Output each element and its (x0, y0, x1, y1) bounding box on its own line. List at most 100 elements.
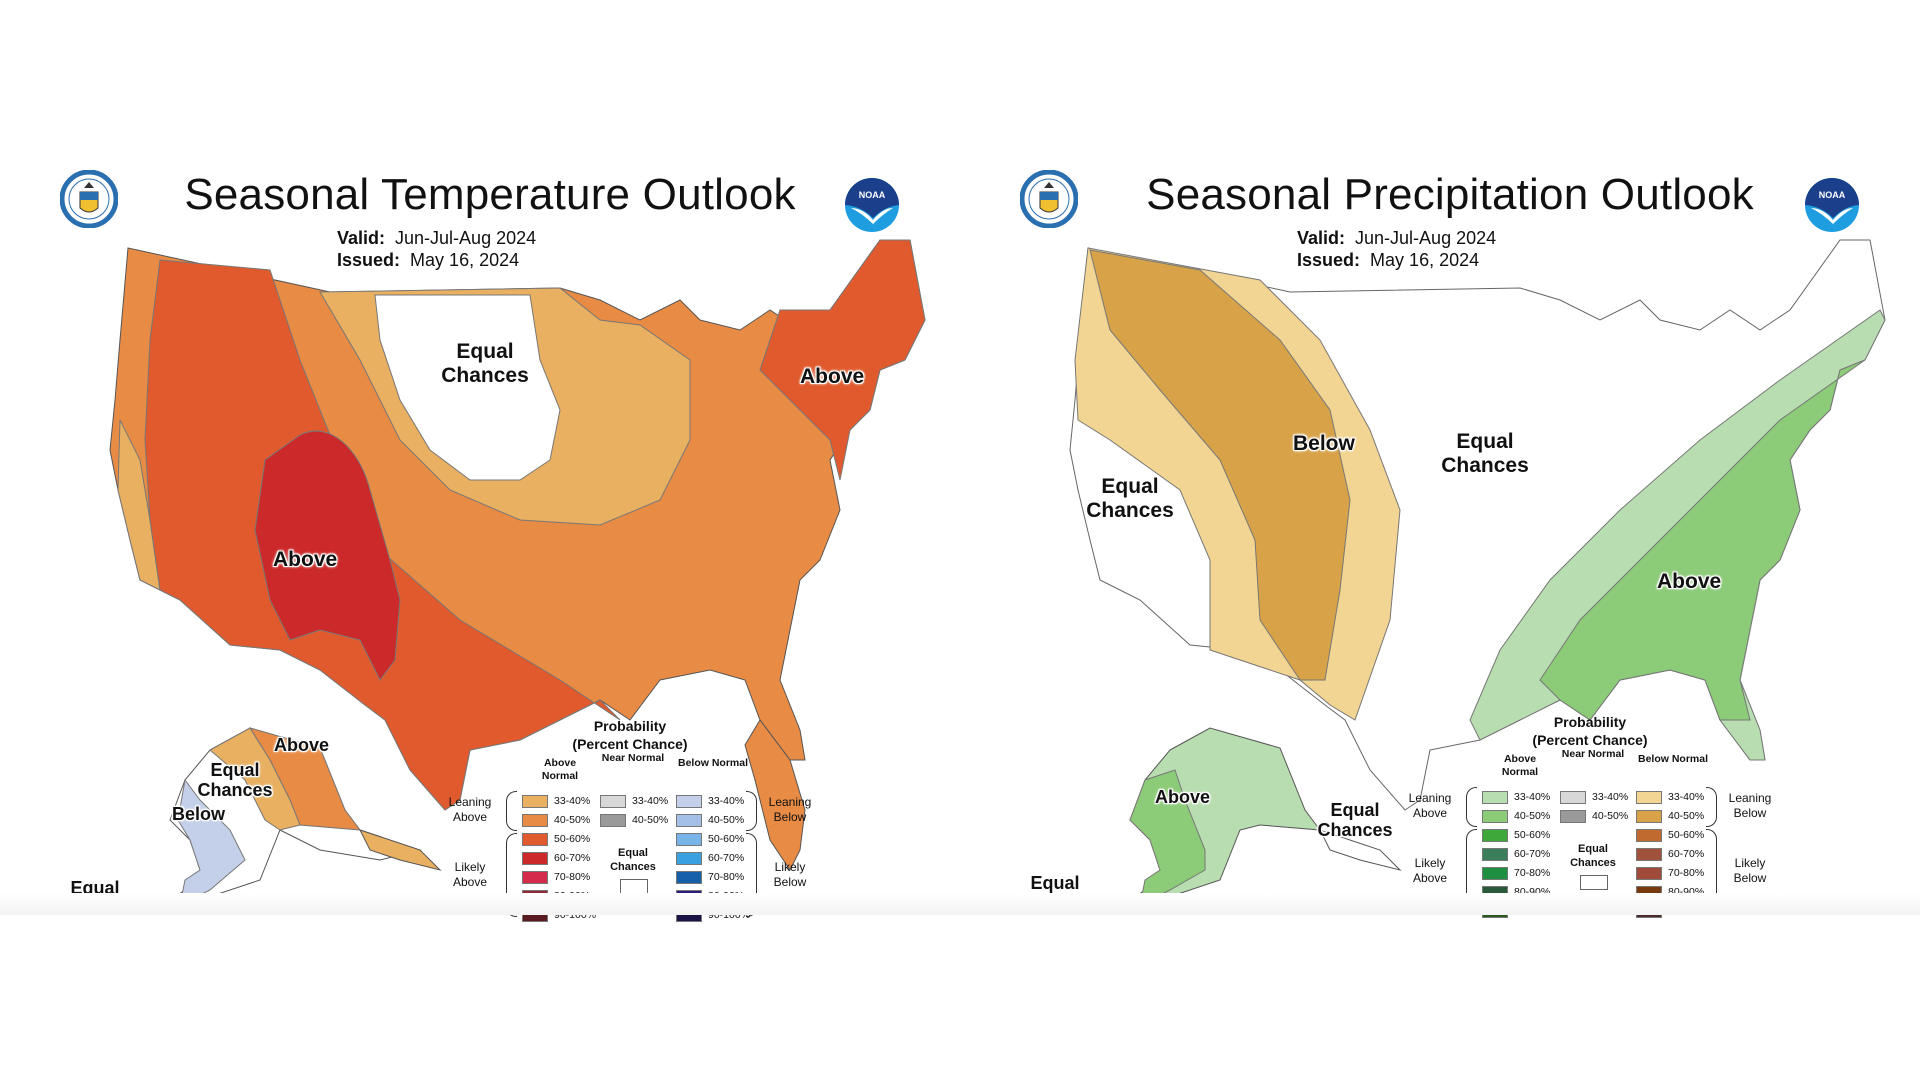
department-of-commerce-seal-icon (1019, 169, 1079, 229)
temperature-map (109, 239, 926, 915)
legend-swatch-row-below: 40-50% (1636, 808, 1704, 824)
legend-range-label: 70-80% (554, 871, 591, 883)
precip-40-50-above-band (1539, 359, 1866, 721)
legend-swatch (600, 813, 626, 827)
legend-range-label: 33-40% (1592, 791, 1629, 803)
legend-swatch (522, 851, 548, 865)
legend-range-label: 33-40% (1668, 791, 1705, 803)
region-label-alaska-equal-chances: Equal Chances (197, 760, 273, 800)
legend-swatch (1636, 809, 1662, 823)
legend-swatch-row-above: 60-70% (522, 850, 590, 866)
temp-alaska-leaning (209, 727, 301, 831)
leaning-above-label: Leaning Above (448, 795, 492, 824)
legend-title-line1: Probability (1553, 714, 1627, 730)
panel-bottom-fade (960, 893, 1920, 915)
legend-title-line2: (Percent Chance) (1532, 732, 1648, 748)
region-label-southeast-above: Above (1657, 570, 1722, 593)
precipitation-map (1069, 239, 1886, 915)
col-head-above: Above Normal (1501, 753, 1539, 778)
legend-swatch-row-above: 40-50% (1482, 808, 1550, 824)
legend-range-label: 50-60% (708, 833, 745, 845)
legend-range-label: 60-70% (1514, 848, 1551, 860)
legend-swatch (600, 794, 626, 808)
noaa-logo-icon: NOAA (1803, 176, 1861, 234)
leaning-below-brace (746, 791, 757, 831)
legend-swatch (676, 870, 702, 884)
legend-swatch (1560, 790, 1586, 804)
legend-swatch-row-below: 70-80% (676, 869, 744, 885)
temperature-legend: Probability (Percent Chance) Above Norma… (440, 717, 820, 922)
legend-swatch (1636, 828, 1662, 842)
legend-swatch-row-near: 33-40% (600, 793, 668, 809)
valid-label: Valid: (1297, 228, 1346, 248)
legend-swatch-row-below: 40-50% (676, 812, 744, 828)
region-label-southwest-above: Above (273, 548, 338, 571)
legend-title: Probability (Percent Chance) (1400, 713, 1780, 749)
legend-range-label: 40-50% (554, 814, 591, 826)
valid-value: Jun-Jul-Aug 2024 (1355, 228, 1497, 248)
legend-swatch (1482, 790, 1508, 804)
leaning-above-brace (506, 791, 517, 831)
precipitation-outlook-panel: Seasonal Precipitation Outlook NOAA Vali… (960, 160, 1920, 918)
legend-range-label: 60-70% (554, 852, 591, 864)
col-head-above: Above Normal (541, 757, 579, 782)
legend-swatch (522, 870, 548, 884)
legend-swatch (676, 832, 702, 846)
legend-swatch-row-above: 50-60% (1482, 827, 1550, 843)
legend-swatch (1636, 866, 1662, 880)
map-title: Seasonal Temperature Outlook (184, 170, 796, 219)
temp-florida (744, 719, 806, 871)
noaa-logo-icon: NOAA (843, 176, 901, 234)
legend-range-label: 40-50% (632, 814, 669, 826)
panel-bottom-fade (0, 893, 960, 915)
issued-label: Issued: (337, 250, 401, 270)
issued-value: May 16, 2024 (410, 250, 520, 270)
legend-swatch-row-below: 60-70% (676, 850, 744, 866)
legend-range-label: 40-50% (1592, 810, 1629, 822)
temp-50-60-west-band (144, 259, 621, 811)
region-label-panhandle-equal-chances: Equal Chances (1317, 800, 1393, 840)
temp-60-70-southwest (254, 430, 401, 681)
temp-equal-chances-area (374, 294, 561, 481)
leaning-below-label: Leaning Below (768, 795, 812, 824)
legend-swatch-row-near: 40-50% (600, 812, 668, 828)
legend-swatch-row-above: 60-70% (1482, 846, 1550, 862)
region-label-rockies-below: Below (1293, 432, 1355, 455)
valid-label: Valid: (337, 228, 386, 248)
legend-swatch (522, 813, 548, 827)
leaning-above-label: Leaning Above (1408, 791, 1452, 820)
legend-swatch-row-above: 70-80% (1482, 865, 1550, 881)
region-label-central-equal-chances: Equal Chances (1441, 430, 1529, 477)
precipitation-legend: Probability (Percent Chance) Above Norma… (1400, 713, 1780, 918)
legend-range-label: 60-70% (708, 852, 745, 864)
equal-chances-legend-label: Equal Chances (610, 847, 656, 873)
temp-50-60-northeast (759, 239, 926, 481)
svg-text:NOAA: NOAA (1819, 190, 1846, 200)
legend-swatch-row-above: 50-60% (522, 831, 590, 847)
legend-swatch (1636, 790, 1662, 804)
temp-alaska-panhandle (359, 829, 442, 871)
leaning-below-brace (1706, 787, 1717, 827)
legend-swatch (1482, 847, 1508, 861)
leaning-below-label: Leaning Below (1728, 791, 1772, 820)
temperature-outlook-panel: Seasonal Temperature Outlook NOAA Valid:… (0, 160, 960, 922)
legend-swatch (676, 813, 702, 827)
region-label-northeast-above: Above (800, 365, 865, 388)
equal-chances-swatch (1580, 875, 1608, 890)
col-head-below: Below Normal (678, 757, 749, 769)
legend-swatch (676, 794, 702, 808)
svg-text:NOAA: NOAA (859, 190, 886, 200)
legend-swatch-row-above: 70-80% (522, 869, 590, 885)
col-head-near: Near Normal (1561, 748, 1625, 760)
legend-swatch-row-near: 40-50% (1560, 808, 1628, 824)
legend-swatch (522, 794, 548, 808)
legend-swatch-row-below: 60-70% (1636, 846, 1704, 862)
legend-swatch-row-below: 70-80% (1636, 865, 1704, 881)
legend-range-label: 40-50% (1668, 810, 1705, 822)
equal-chances-swatch (620, 879, 648, 894)
legend-swatch (1482, 828, 1508, 842)
equal-chances-legend-label: Equal Chances (1570, 843, 1616, 869)
legend-title-line1: Probability (593, 718, 667, 734)
legend-title-line2: (Percent Chance) (572, 736, 688, 752)
legend-range-label: 70-80% (1668, 867, 1705, 879)
